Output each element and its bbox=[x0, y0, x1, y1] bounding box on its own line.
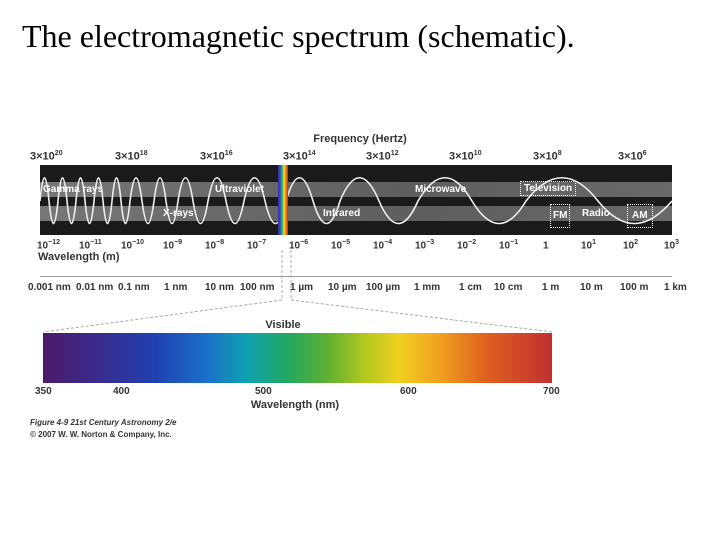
band-label-microwave: Microwave bbox=[415, 184, 467, 195]
band-label-fm: FM bbox=[550, 204, 571, 228]
length-scale-label: 100 m bbox=[620, 282, 649, 293]
length-scale-label: 10 cm bbox=[494, 282, 523, 293]
figure-credit: Figure 4-9 21st Century Astronomy 2/e bbox=[30, 418, 177, 427]
visible-spectrum-bar bbox=[43, 333, 552, 383]
wavelength-tick: 10−2 bbox=[457, 239, 477, 252]
spectrum-band: Gamma rays Ultraviolet Microwave Televis… bbox=[40, 165, 672, 235]
band-label-television: Television bbox=[520, 181, 577, 196]
visible-axis-title: Wavelength (nm) bbox=[250, 399, 340, 411]
visible-tick: 700 bbox=[543, 386, 560, 397]
wavelength-tick: 10−10 bbox=[121, 239, 144, 252]
wavelength-tick: 102 bbox=[623, 239, 639, 252]
length-scale-label: 1 mm bbox=[414, 282, 441, 293]
length-scale-label: 0.1 nm bbox=[118, 282, 150, 293]
frequency-tick: 3×108 bbox=[533, 150, 562, 163]
band-label-infrared: Infrared bbox=[323, 208, 361, 219]
band-label-gamma: Gamma rays bbox=[43, 184, 104, 195]
length-scale-label: 100 nm bbox=[240, 282, 275, 293]
frequency-tick: 3×1010 bbox=[449, 150, 482, 163]
wavelength-tick: 10−9 bbox=[163, 239, 183, 252]
length-scale-label: 0.001 nm bbox=[28, 282, 71, 293]
wavelength-tick: 10−6 bbox=[289, 239, 309, 252]
frequency-tick: 3×1016 bbox=[200, 150, 233, 163]
page-title: The electromagnetic spectrum (schematic)… bbox=[22, 18, 575, 54]
visible-tick: 400 bbox=[113, 386, 130, 397]
wave-graphic bbox=[40, 165, 672, 235]
length-scale-label: 1 km bbox=[664, 282, 687, 293]
wavelength-tick: 10−4 bbox=[373, 239, 393, 252]
frequency-tick: 3×1014 bbox=[283, 150, 316, 163]
wavelength-tick: 10−3 bbox=[415, 239, 435, 252]
frequency-tick: 3×1020 bbox=[30, 150, 63, 163]
band-label-am: AM bbox=[627, 204, 653, 228]
wave-curve bbox=[40, 176, 672, 225]
length-scale-label: 10 nm bbox=[205, 282, 234, 293]
wavelength-tick: 101 bbox=[581, 239, 597, 252]
length-scale-label: 10 m bbox=[580, 282, 603, 293]
wavelength-tick: 10−11 bbox=[79, 239, 102, 252]
frequency-tick: 3×1018 bbox=[115, 150, 148, 163]
visible-slice bbox=[278, 165, 288, 235]
wavelength-tick: 10−8 bbox=[205, 239, 225, 252]
upper-label-strip bbox=[40, 182, 672, 197]
wavelength-tick: 10−1 bbox=[499, 239, 519, 252]
visible-tick: 600 bbox=[400, 386, 417, 397]
length-scale-label: 10 µm bbox=[328, 282, 357, 293]
wavelength-tick: 1 bbox=[543, 240, 549, 252]
length-scale-label: 0.01 nm bbox=[76, 282, 114, 293]
wavelength-tick: 10−5 bbox=[331, 239, 351, 252]
scale-line bbox=[40, 276, 672, 277]
length-scale-label: 1 m bbox=[542, 282, 560, 293]
length-scale-label: 1 cm bbox=[459, 282, 482, 293]
frequency-tick: 3×106 bbox=[618, 150, 647, 163]
wavelength-tick: 10−12 bbox=[37, 239, 60, 252]
band-label-xrays: X-rays bbox=[163, 208, 194, 219]
wavelength-axis-title: Wavelength (m) bbox=[38, 251, 120, 263]
visible-tick: 500 bbox=[255, 386, 272, 397]
frequency-axis-title: Frequency (Hertz) bbox=[313, 133, 407, 145]
band-label-radio: Radio bbox=[582, 208, 610, 219]
length-scale-label: 1 nm bbox=[164, 282, 188, 293]
visible-tick: 350 bbox=[35, 386, 52, 397]
wavelength-tick: 103 bbox=[664, 239, 680, 252]
frequency-tick: 3×1012 bbox=[366, 150, 399, 163]
band-label-ultraviolet: Ultraviolet bbox=[215, 184, 264, 195]
visible-title: Visible bbox=[265, 319, 301, 331]
copyright-credit: © 2007 W. W. Norton & Company, Inc. bbox=[30, 430, 172, 439]
length-scale-label: 1 µm bbox=[290, 282, 313, 293]
wavelength-tick: 10−7 bbox=[247, 239, 267, 252]
length-scale-label: 100 µm bbox=[366, 282, 401, 293]
